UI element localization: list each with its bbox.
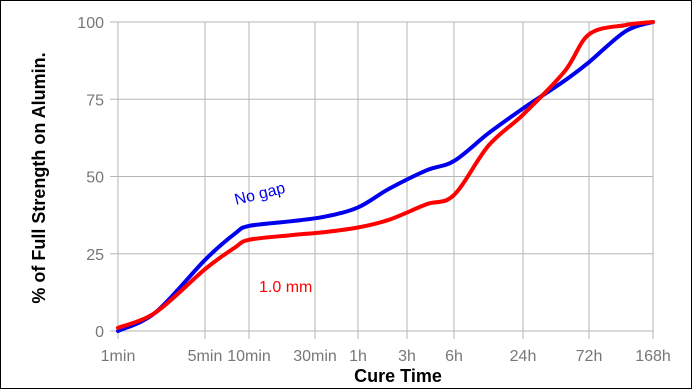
series-line-no-gap: [116, 20, 655, 333]
x-tick-label: 1h: [349, 348, 367, 365]
x-tick-label: 10min: [227, 348, 271, 365]
series-layer: [116, 20, 655, 333]
series-line-1mm: [116, 20, 655, 330]
x-tick-label: 24h: [510, 348, 537, 365]
x-axis-title: Cure Time: [354, 366, 442, 386]
x-tick-label: 6h: [445, 348, 463, 365]
y-tick-label: 0: [95, 324, 104, 341]
x-tick-label: 3h: [398, 348, 416, 365]
tick-label-layer: 1min 5min 10min 30min 1h 3h 6h 24h 72h 168h 0 25 50 7…: [77, 15, 671, 365]
annotation-1mm: 1.0 mm: [259, 279, 312, 296]
y-tick-label: 75: [86, 92, 104, 109]
y-tick-label: 100: [77, 15, 104, 32]
x-tick-label: 168h: [635, 348, 671, 365]
x-tick-label: 30min: [293, 348, 337, 365]
x-tick-label: 5min: [188, 348, 223, 365]
y-tick-label: 25: [86, 247, 104, 264]
y-tick-label: 50: [86, 170, 104, 187]
x-tick-label: 72h: [576, 348, 603, 365]
x-tick-label: 1min: [101, 348, 136, 365]
y-axis-title: % of Full Strength on Alumin.: [29, 52, 49, 303]
